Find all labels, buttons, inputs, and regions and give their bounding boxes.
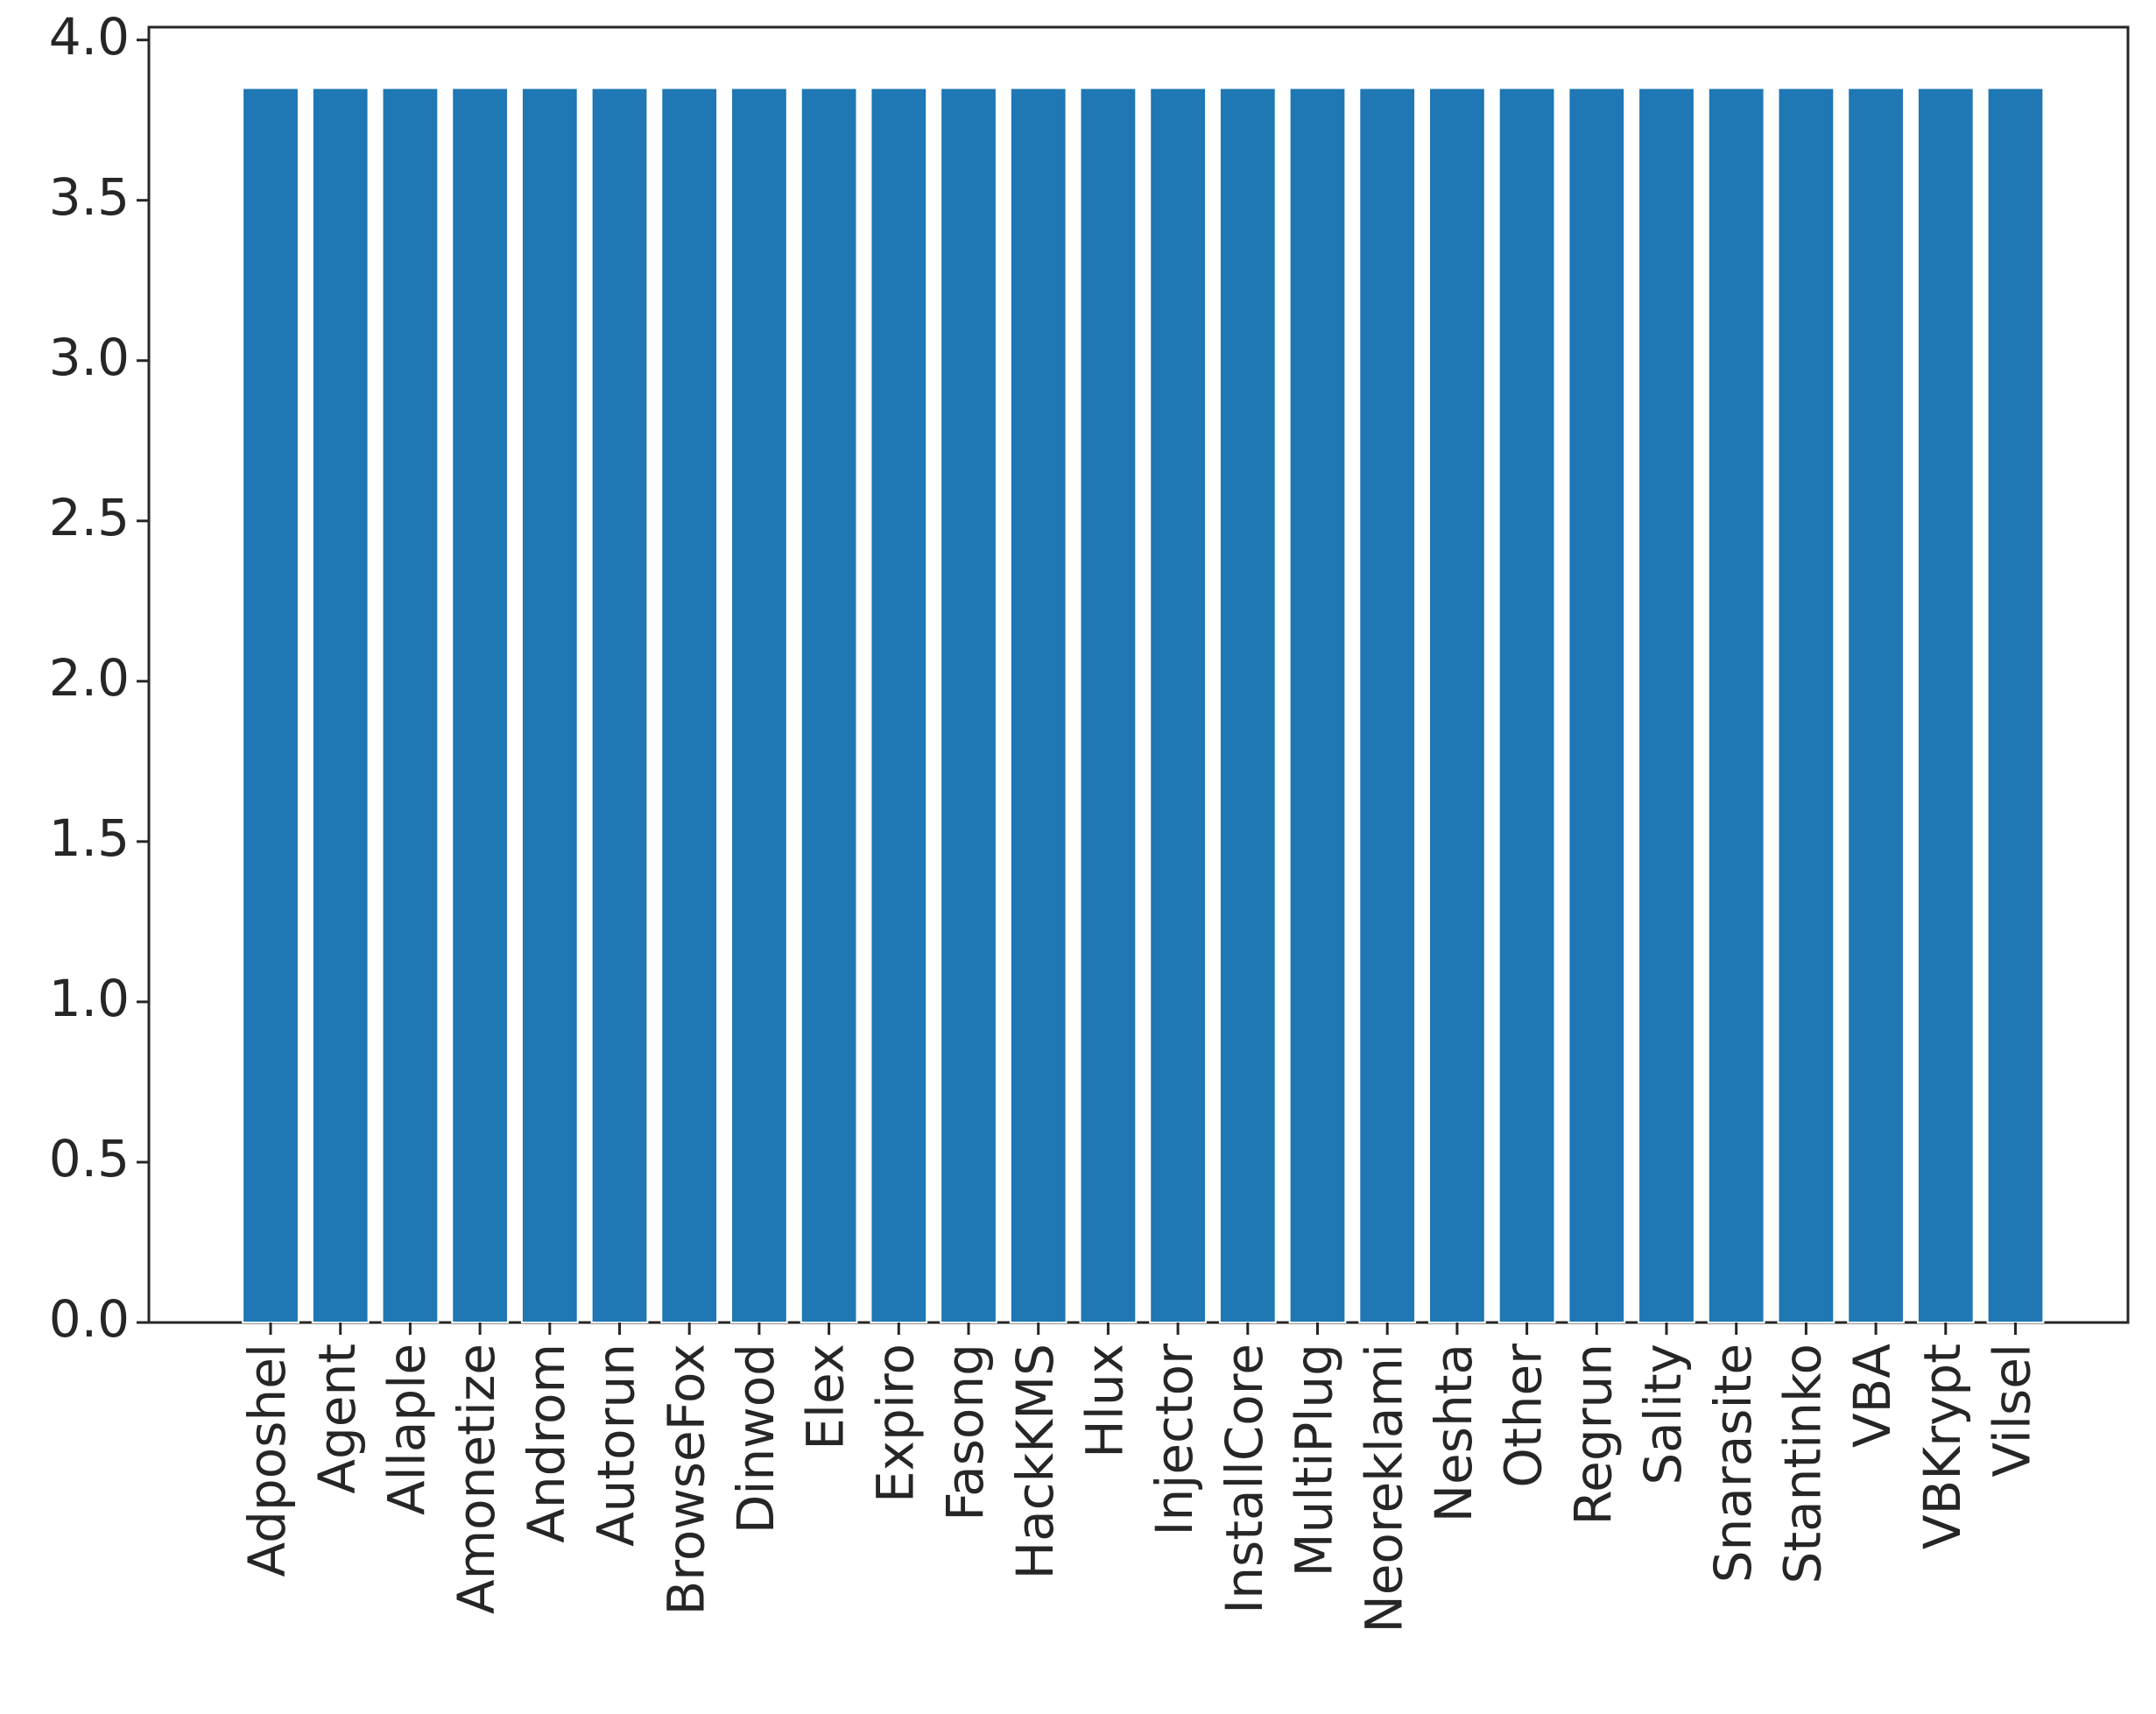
bar [1218,87,1277,1324]
x-tick-label: Hlux [1075,1344,1135,1458]
x-tick-label: Androm [517,1344,576,1543]
x-tick-label: MultiPlug [1285,1344,1344,1576]
x-tick-label: Autorun [587,1344,646,1547]
x-tick-label: VBA [1842,1344,1902,1448]
x-tick-label: VBKrypt [1913,1344,1972,1549]
x-tick-label: Snarasite [1703,1344,1763,1583]
bar [590,87,649,1324]
bar [520,87,579,1324]
bar [1847,87,1905,1324]
bar [1288,87,1347,1324]
x-tick-label: Neoreklami [1354,1344,1413,1633]
bar [1777,87,1835,1324]
bar [1079,87,1138,1324]
x-tick-label: Other [1494,1344,1554,1488]
y-tick-label: 1.0 [49,969,130,1028]
y-tick-label: 3.0 [49,328,130,387]
x-tick-label: Sality [1633,1344,1693,1485]
bar [870,87,928,1324]
y-tick-label: 1.5 [49,808,130,868]
bar [660,87,719,1324]
y-tick-label: 0.0 [49,1289,130,1349]
bar [1916,87,1975,1324]
x-tick-label: Regrun [1563,1344,1623,1526]
bar [1568,87,1626,1324]
x-tick-label: HackKMS [1005,1344,1065,1580]
x-tick-label: Allaple [377,1344,437,1515]
bar [1986,87,2045,1324]
x-tick-label: Vilsel [1983,1344,2042,1478]
x-tick-label: Adposhel [237,1344,297,1577]
x-tick-label: Expiro [865,1344,925,1503]
y-tick-label: 0.5 [49,1129,130,1189]
bar [1428,87,1486,1324]
bar [1149,87,1207,1324]
bar [242,87,299,1324]
bar [1009,87,1067,1324]
x-tick-label: Fasong [935,1344,995,1521]
y-tick-label: 3.5 [49,167,130,227]
bar [311,87,370,1324]
x-tick-label: Elex [796,1344,856,1450]
x-tick-label: Neshta [1424,1344,1483,1522]
bar [730,87,788,1324]
x-tick-label: Agent [307,1344,367,1494]
bar [800,87,858,1324]
y-tick-label: 2.0 [49,648,130,708]
x-tick-label: Dinwod [726,1344,786,1534]
y-tick-label: 2.5 [49,488,130,547]
x-tick-label: BrowseFox [656,1344,715,1616]
bar [940,87,997,1324]
bar [1638,87,1695,1324]
x-tick-label: Amonetize [447,1344,506,1614]
x-tick-label: InstallCore [1215,1344,1274,1614]
bar [1497,87,1556,1324]
y-tick-label: 4.0 [49,7,130,67]
x-tick-label: Injector [1145,1344,1204,1536]
bar [1358,87,1417,1324]
bar [381,87,440,1324]
x-tick-label: Stantinko [1773,1344,1833,1584]
bar [1707,87,1765,1324]
bar [451,87,509,1324]
plot-frame [147,25,2130,1324]
